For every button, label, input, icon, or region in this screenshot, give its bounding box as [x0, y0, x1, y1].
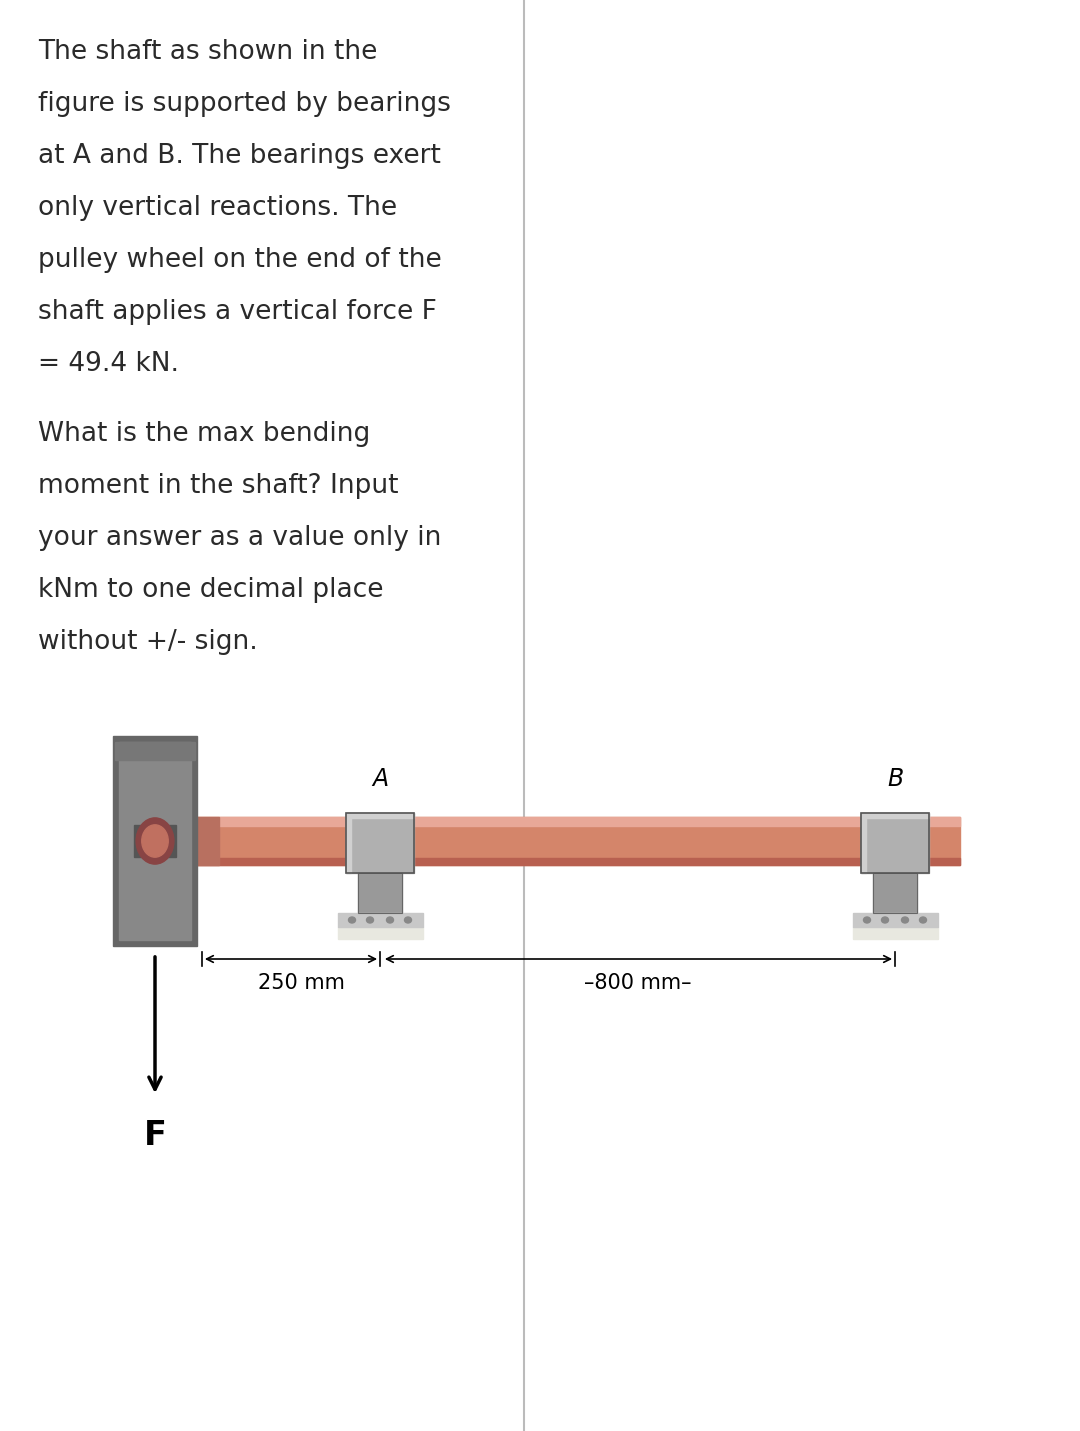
Text: F: F [144, 1119, 166, 1152]
Bar [113, 736, 197, 946]
Ellipse shape [919, 917, 927, 923]
Bar [861, 813, 929, 873]
Text: The shaft as shown in the: The shaft as shown in the [38, 39, 377, 64]
Bar [134, 826, 176, 857]
Bar [853, 913, 939, 927]
Ellipse shape [881, 917, 889, 923]
Bar [114, 743, 195, 760]
Text: pulley wheel on the end of the: pulley wheel on the end of the [38, 248, 442, 273]
Text: What is the max bending: What is the max bending [38, 421, 370, 446]
Ellipse shape [902, 917, 908, 923]
Text: –800 mm–: –800 mm– [584, 973, 691, 993]
Text: 250 mm: 250 mm [257, 973, 345, 993]
Bar [185, 817, 960, 826]
Bar [346, 813, 414, 873]
Text: = 49.4 kN.: = 49.4 kN. [38, 351, 179, 376]
Bar [861, 813, 866, 873]
Text: only vertical reactions. The: only vertical reactions. The [38, 195, 397, 220]
Text: B: B [887, 767, 903, 791]
Bar [119, 743, 191, 940]
Ellipse shape [387, 917, 393, 923]
Ellipse shape [864, 917, 870, 923]
Text: figure is supported by bearings: figure is supported by bearings [38, 92, 450, 117]
Text: without +/- sign.: without +/- sign. [38, 630, 258, 655]
Bar [346, 813, 414, 819]
Bar [357, 873, 402, 913]
Bar [346, 813, 351, 873]
Ellipse shape [136, 819, 174, 864]
Text: at A and B. The bearings exert: at A and B. The bearings exert [38, 143, 441, 169]
Bar [338, 927, 423, 939]
Bar [853, 927, 939, 939]
Text: kNm to one decimal place: kNm to one decimal place [38, 577, 383, 602]
Ellipse shape [366, 917, 374, 923]
Ellipse shape [405, 917, 411, 923]
Bar [873, 873, 917, 913]
Bar [861, 813, 929, 873]
Text: moment in the shaft? Input: moment in the shaft? Input [38, 474, 399, 499]
Ellipse shape [141, 824, 168, 857]
Bar [338, 913, 423, 927]
Text: A: A [372, 767, 388, 791]
Bar [873, 873, 917, 913]
Bar [346, 813, 414, 873]
Bar [185, 817, 960, 864]
Ellipse shape [349, 917, 355, 923]
Bar [861, 813, 929, 819]
Bar [156, 817, 218, 864]
Text: your answer as a value only in: your answer as a value only in [38, 525, 442, 551]
Bar [357, 873, 402, 913]
Text: shaft applies a vertical force F: shaft applies a vertical force F [38, 299, 437, 325]
Bar [185, 859, 960, 864]
